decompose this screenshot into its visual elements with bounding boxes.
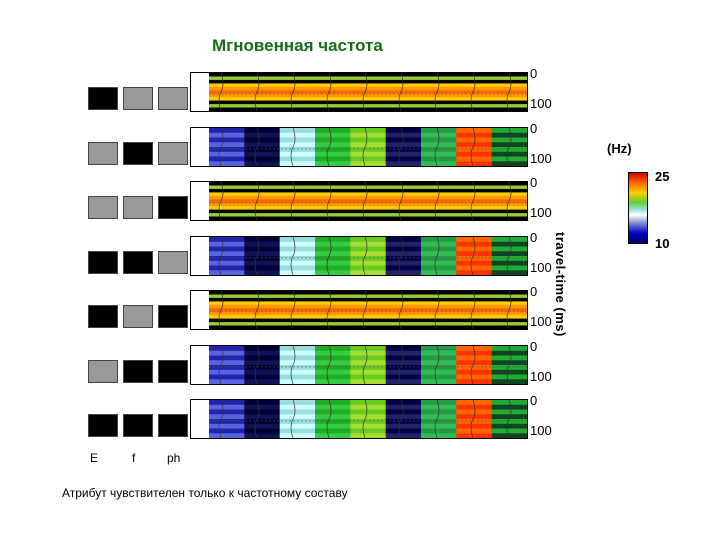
indicator-block <box>123 305 153 328</box>
tick-label-top: 0 <box>530 284 538 299</box>
tick-label-bottom: 100 <box>530 96 552 111</box>
axis-label-travel-time: travel-time (ms) <box>553 232 568 337</box>
indicator-block <box>158 250 188 274</box>
indicator-block <box>158 196 188 219</box>
indicator-block <box>123 250 153 274</box>
tick-label-bottom: 100 <box>530 205 552 220</box>
colorbar <box>628 172 648 244</box>
seismic-panel <box>190 181 528 221</box>
indicator-block <box>88 87 118 110</box>
tick-label-bottom: 100 <box>530 259 552 275</box>
seismic-panel <box>190 399 528 439</box>
indicator-block <box>158 359 188 383</box>
indicator-block <box>88 359 118 383</box>
tick-label-top: 0 <box>530 393 538 408</box>
indicator-block <box>158 141 188 165</box>
colorbar-max-label: 25 <box>655 169 670 184</box>
tick-label-top: 0 <box>530 175 538 190</box>
tick-label-top: 0 <box>530 338 538 354</box>
seismic-panel <box>190 344 528 385</box>
indicator-block <box>158 87 188 110</box>
colorbar-unit: (Hz) <box>607 141 632 156</box>
column-label-e: E <box>90 451 99 465</box>
seismic-panel <box>190 290 528 330</box>
tick-label-bottom: 100 <box>530 368 552 384</box>
indicator-block <box>88 414 118 437</box>
tick-label-bottom: 100 <box>530 423 552 438</box>
tick-label-top: 0 <box>530 66 538 81</box>
caption: Атрибут чувствителен только к частотному… <box>62 486 348 500</box>
seismic-panel <box>190 72 528 112</box>
indicator-block <box>123 87 153 110</box>
seismic-panel <box>190 126 528 167</box>
indicator-block <box>158 414 188 437</box>
seismic-panel <box>190 235 528 276</box>
column-label-ph: ph <box>167 451 181 465</box>
indicator-block <box>123 141 153 165</box>
indicator-block <box>88 196 118 219</box>
indicator-block <box>158 305 188 328</box>
colorbar-min-label: 10 <box>655 236 670 251</box>
figure-title: Мгновенная частота <box>212 36 383 55</box>
tick-label-bottom: 100 <box>530 314 552 329</box>
indicator-block <box>123 196 153 219</box>
indicator-block <box>123 359 153 383</box>
indicator-block <box>88 305 118 328</box>
indicator-block <box>88 250 118 274</box>
tick-label-top: 0 <box>530 229 538 245</box>
column-label-f: f <box>132 451 136 465</box>
indicator-block <box>88 141 118 165</box>
tick-label-bottom: 100 <box>530 150 552 166</box>
tick-label-top: 0 <box>530 120 538 136</box>
indicator-block <box>123 414 153 437</box>
